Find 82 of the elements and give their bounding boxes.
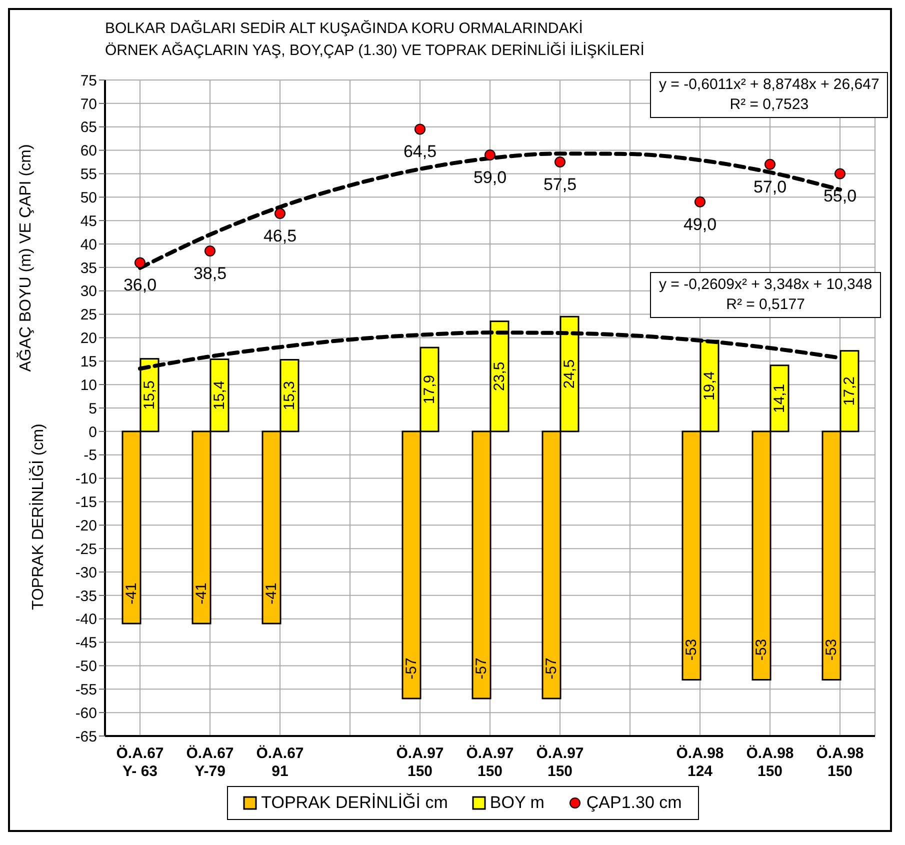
data-label: -57 [473, 658, 490, 680]
y-tick-label: -45 [75, 634, 97, 652]
x-tick-label: Ö.A.98 150 [816, 745, 864, 780]
y-tick-label: -40 [75, 611, 97, 628]
point [204, 246, 216, 257]
x-tick-label: Ö.A.67 91 [256, 745, 304, 780]
annotation: y = -0,2609x² + 3,348x + 10,348 R² = 0,5177 [659, 275, 872, 315]
data-label: 15,5 [141, 380, 158, 410]
point [834, 168, 846, 180]
y-tick-label: -55 [75, 681, 97, 698]
x-tick-label: Ö.A.67 Y- 63 [116, 745, 164, 780]
y-tick-label: -5 [84, 447, 97, 464]
data-label: 57,0 [753, 177, 787, 196]
x-tick-label: Ö.A.98 124 [676, 745, 724, 780]
data-label: 57,5 [543, 175, 577, 194]
y-tick-label: -35 [75, 588, 97, 605]
point [484, 149, 496, 160]
point [134, 257, 146, 268]
data-label: 55,0 [823, 186, 857, 206]
data-label: -53 [823, 638, 840, 661]
y-tick-label: 70 [80, 96, 97, 113]
point [274, 208, 286, 220]
x-tick-label: Ö.A.97 150 [466, 745, 514, 780]
data-label: 15,4 [211, 380, 228, 410]
legend-label: BOY m [488, 793, 544, 813]
y-tick-label: -20 [75, 517, 97, 534]
y-tick-label: 60 [80, 142, 97, 160]
y-tick-label: 45 [80, 212, 97, 230]
y-tick-label: 20 [80, 330, 97, 348]
data-label: -41 [263, 582, 280, 604]
point [414, 124, 426, 135]
data-label: 49,0 [683, 214, 717, 234]
y-tick-label: 75 [80, 72, 97, 90]
legend-label: TOPRAK DERİNLİĞİ cm [260, 793, 448, 813]
data-label: 14,1 [771, 384, 788, 413]
y-tick-label: 40 [80, 236, 97, 254]
data-label: 17,9 [421, 374, 438, 404]
y-axis-title: AĞAÇ BOYU (m) VE ÇAPI (cm) [16, 144, 35, 372]
y-tick-label: 5 [88, 400, 97, 418]
point [694, 196, 706, 208]
y-tick-label: -25 [75, 540, 97, 558]
y-tick-label: 10 [80, 376, 97, 394]
y-tick-label: 15 [80, 353, 97, 370]
x-tick-label: Ö.A.98 150 [746, 745, 794, 780]
x-tick-label: Ö.A.97 150 [536, 745, 584, 780]
y-tick-label: -30 [75, 564, 97, 582]
y-tick-label: -50 [75, 658, 97, 676]
data-label: -53 [753, 638, 770, 661]
data-label: 64,5 [403, 142, 437, 162]
legend-label: ÇAP1.30 cm [585, 793, 682, 813]
data-label: 19,4 [701, 371, 718, 401]
data-label: 15,3 [281, 380, 298, 410]
y-tick-label: 55 [80, 166, 97, 184]
text: TOPRAK DERİNLİĞİ (cm) [30, 424, 48, 610]
data-label: 24,5 [561, 359, 578, 389]
data-label: 23,5 [491, 362, 508, 391]
x-tick-label: Ö.A.67 Y-79 [186, 745, 234, 780]
y-tick-label: -65 [75, 728, 97, 746]
y-tick-label: 25 [80, 306, 97, 324]
data-label: 59,0 [473, 168, 507, 187]
data-label: -57 [403, 658, 420, 680]
point [764, 158, 776, 170]
y-tick-label: 35 [80, 260, 97, 277]
data-label: 36,0 [123, 276, 157, 295]
data-label: -41 [123, 582, 140, 604]
data-label: 17,2 [841, 376, 858, 406]
point [554, 156, 566, 168]
data-label: 38,5 [193, 264, 227, 284]
y-tick-label: -15 [75, 494, 97, 512]
y-tick-label: -60 [75, 704, 97, 722]
x-tick-label: Ö.A.97 150 [396, 745, 444, 780]
y-tick-label: -10 [75, 470, 97, 488]
y-tick-label: 0 [88, 424, 97, 441]
data-label: -53 [683, 638, 700, 661]
y-tick-label: 50 [80, 189, 97, 206]
annotation: y = -0,6011x² + 8,8748x + 26,647 R² = 0,7523 [659, 75, 880, 115]
data-label: -57 [543, 658, 560, 680]
y-tick-label: 30 [80, 283, 97, 300]
data-label: -41 [193, 582, 210, 604]
data-label: 46,5 [263, 226, 297, 246]
chart-title: BOLKAR DAĞLARI SEDİR ALT KUŞAĞINDA KORU ORMALARINDAKİ ÖRNEK AĞAÇLARIN YAŞ, BOY,ÇAP (1.30) VE TOPRAK DERİNLİĞİ İLİŞKİLERİ [105, 19, 644, 61]
y-tick-label: 65 [80, 119, 97, 136]
